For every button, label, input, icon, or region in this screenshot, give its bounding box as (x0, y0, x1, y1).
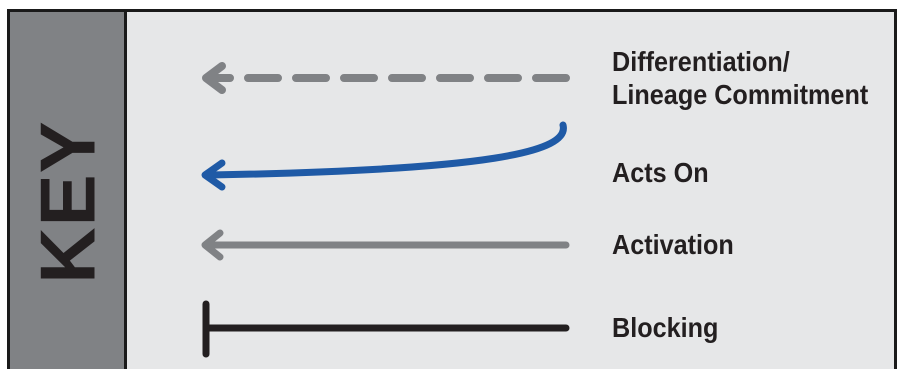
dashed-arrow-head (202, 62, 226, 94)
legend-label-activation: Activation (612, 229, 734, 260)
key-legend-panel: KEY Differentiation/ Lineage Commitment … (7, 9, 897, 369)
key-side-bar: KEY (10, 12, 127, 369)
legend-label-blocking: Blocking (612, 312, 719, 343)
legend-label-acts-on: Acts On (612, 157, 709, 188)
legend-symbols (201, 62, 570, 358)
legend-label-differentiation: Differentiation/ Lineage Commitment (612, 45, 868, 111)
solid-arrow-head (201, 229, 224, 261)
t-bar-symbol (202, 300, 570, 358)
legend-label-differentiation-line1: Differentiation/ (612, 46, 790, 77)
curved-arrow-symbol (201, 121, 567, 191)
dashed-arrow-symbol (202, 62, 570, 94)
legend-label-differentiation-line2: Lineage Commitment (612, 79, 869, 110)
curved-arrow-line (206, 121, 567, 179)
curved-arrow-head (201, 159, 226, 191)
solid-arrow-symbol (201, 229, 570, 261)
